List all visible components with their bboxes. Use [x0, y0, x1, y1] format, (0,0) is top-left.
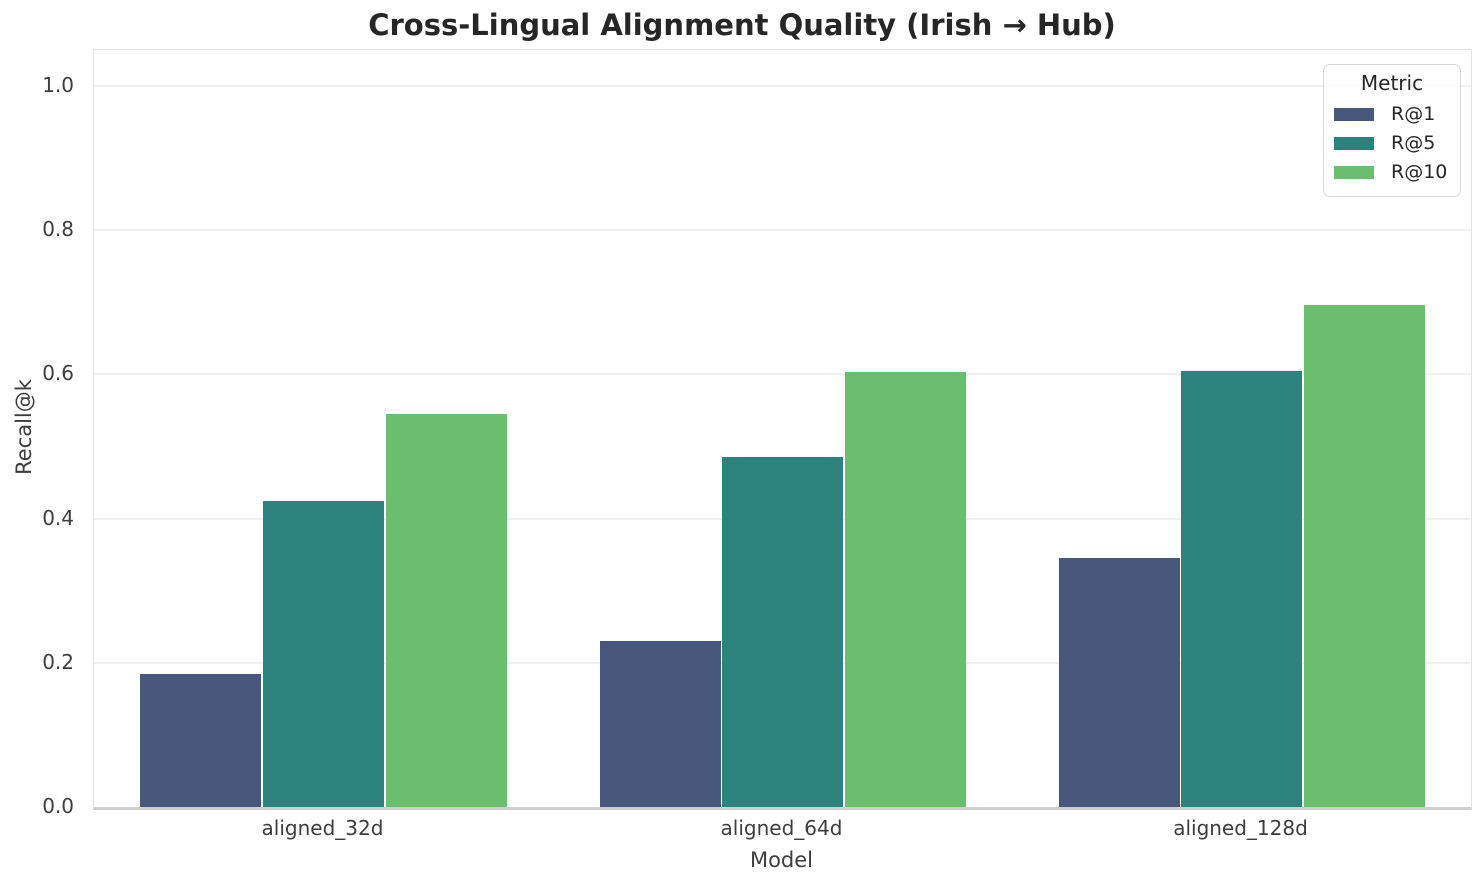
- y-tick-label: 0.4: [42, 505, 74, 530]
- legend-swatch-icon: [1334, 137, 1374, 150]
- x-tick-label: aligned_32d: [261, 816, 384, 840]
- bar-R1-aligned_32d: [140, 673, 262, 807]
- legend-swatch-icon: [1334, 166, 1374, 179]
- y-axis-ticks: 0.0 0.2 0.4 0.6 0.8 1.0: [0, 49, 74, 816]
- bar-R5-aligned_32d: [262, 500, 384, 807]
- legend: Metric R@1 R@5 R@10: [1323, 64, 1461, 197]
- legend-entry-label: R@5: [1391, 132, 1436, 154]
- gridline: [94, 373, 1471, 376]
- legend-entry: R@1: [1324, 100, 1460, 129]
- x-axis-ticks: aligned_32d aligned_64d aligned_128d: [93, 817, 1470, 843]
- bar-R10-aligned_64d: [844, 372, 966, 807]
- legend-entry-label: R@1: [1391, 103, 1436, 125]
- gridline: [94, 85, 1471, 88]
- gridline: [94, 229, 1471, 232]
- legend-swatch-icon: [1334, 108, 1374, 121]
- bar-R1-aligned_64d: [599, 641, 721, 807]
- plot-area: Metric R@1 R@5 R@10: [93, 49, 1472, 810]
- bar-R5-aligned_128d: [1181, 370, 1302, 807]
- x-tick-label: aligned_128d: [1173, 816, 1308, 840]
- chart-title: Cross-Lingual Alignment Quality (Irish →…: [368, 8, 1116, 42]
- x-tick-label: aligned_64d: [720, 816, 843, 840]
- bar-R1-aligned_128d: [1058, 558, 1180, 807]
- legend-entry: R@5: [1324, 129, 1460, 158]
- bar-R10-aligned_128d: [1303, 304, 1425, 807]
- bar-R5-aligned_64d: [722, 457, 843, 807]
- y-tick-label: 0.8: [42, 217, 74, 242]
- y-tick-label: 1.0: [42, 73, 74, 98]
- legend-title: Metric: [1360, 71, 1424, 95]
- y-tick-label: 0.0: [42, 794, 74, 818]
- legend-entry-label: R@10: [1391, 161, 1448, 183]
- bar-R10-aligned_32d: [385, 414, 507, 807]
- y-tick-label: 0.6: [42, 361, 74, 386]
- legend-entry: R@10: [1324, 158, 1460, 187]
- y-tick-label: 0.2: [42, 649, 74, 674]
- x-axis-label: Model: [749, 848, 814, 872]
